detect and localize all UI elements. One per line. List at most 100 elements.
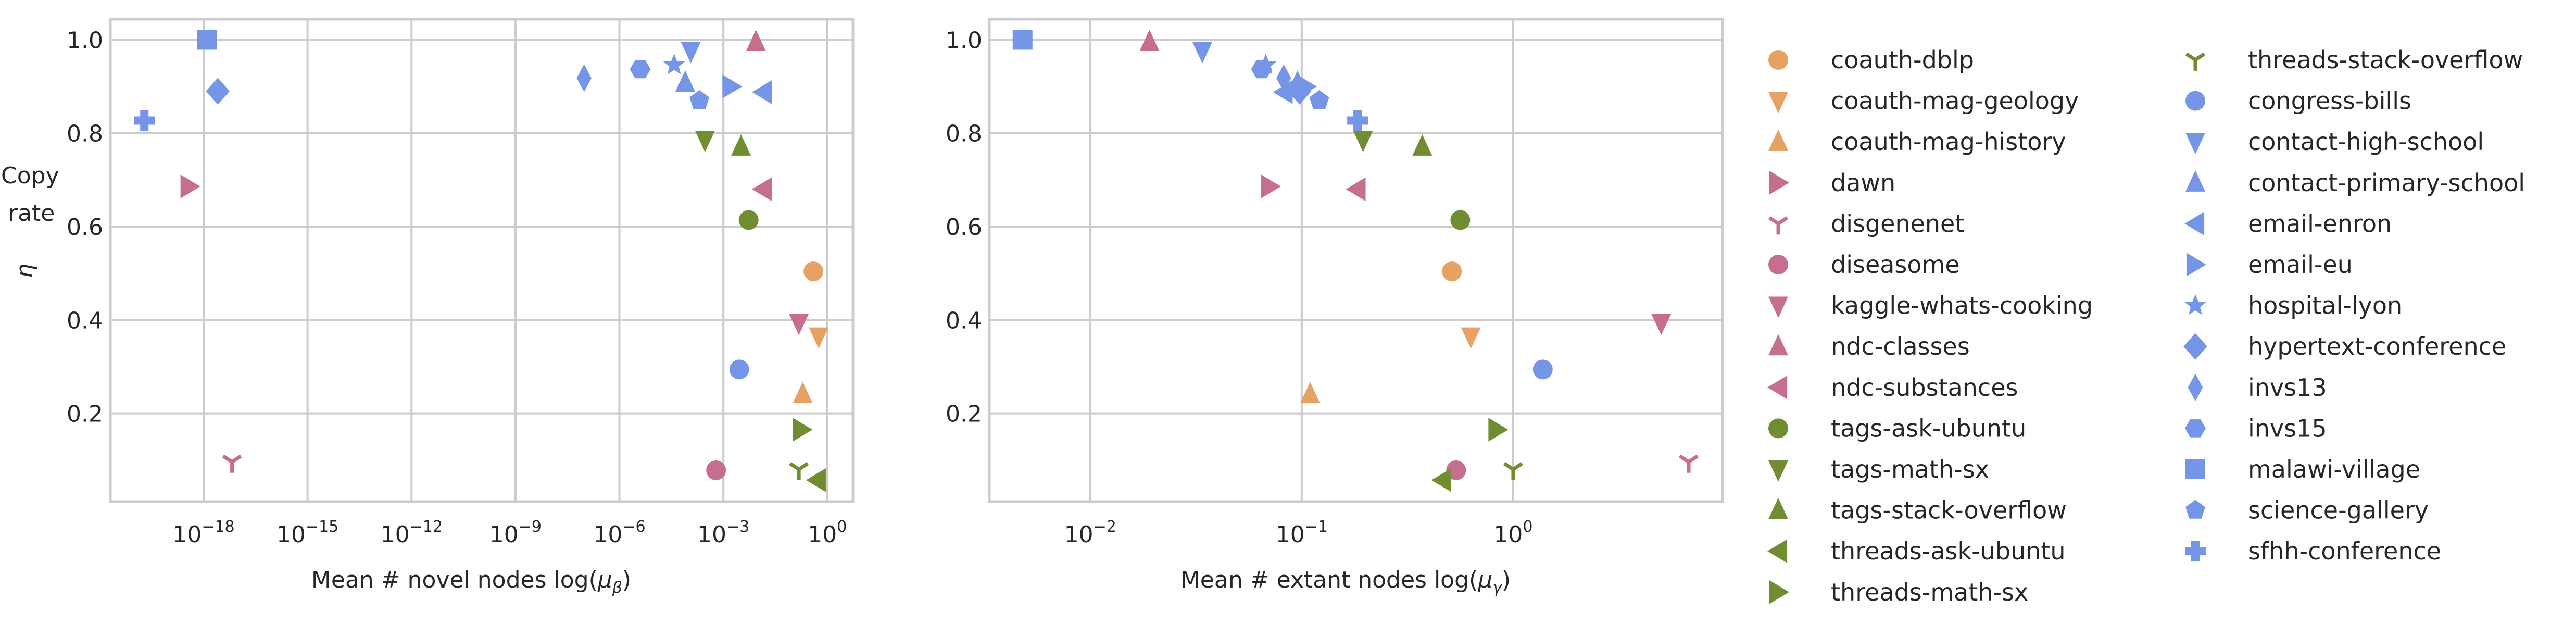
legend-item: tags-stack-overflow	[1768, 496, 2067, 524]
legend-label: congress-bills	[2248, 87, 2411, 115]
data-point-coauth-mag-geology	[809, 327, 829, 349]
x-tick-label: 10−6	[593, 518, 645, 548]
legend-label: email-eu	[2248, 251, 2353, 279]
marker-stroke	[1768, 216, 1779, 226]
marker-stroke	[2194, 52, 2206, 61]
data-point-email-enron	[752, 80, 772, 104]
x-tick-exponent: −2	[1094, 518, 1116, 536]
legend-item: coauth-mag-geology	[1768, 87, 2079, 115]
data-point-tags-math-sx	[695, 131, 715, 153]
left-scatter-plot: 10−18 10−15 10−12 10−9 10−6 10−3 1000.20.40.60…	[1, 18, 855, 597]
x-tick-label: 100	[808, 518, 847, 548]
x-label-subscript: γ	[1492, 579, 1503, 597]
marker-stroke	[1678, 454, 1690, 464]
legend-item: contact-primary-school	[2185, 169, 2525, 197]
y-tick-label: 0.2	[946, 401, 982, 428]
x-label-mu: μ	[1477, 567, 1492, 593]
legend-marker-tags-math-sx	[1768, 460, 1788, 482]
legend-marker-dawn	[1769, 171, 1789, 195]
legend-marker-hypertext-conference	[2183, 333, 2207, 360]
data-point-kaggle-whats-cooking	[789, 314, 809, 335]
marker-stroke	[1512, 461, 1523, 471]
legend-label: invs15	[2248, 414, 2327, 442]
data-point-threads-math-sx	[1488, 418, 1509, 442]
x-label-close: )	[622, 567, 631, 593]
data-point-tags-ask-ubuntu	[1450, 210, 1471, 230]
x-tick-base: 10	[381, 521, 410, 548]
x-tick-exponent: −3	[726, 518, 749, 536]
x-tick-base: 10	[1064, 521, 1094, 548]
legend-marker-ndc-substances	[1767, 376, 1788, 399]
legend-item: science-gallery	[2185, 496, 2429, 524]
legend-label: ndc-classes	[1831, 332, 1970, 360]
data-point-email-enron	[1273, 80, 1293, 104]
data-point-congress-bills	[729, 359, 749, 380]
legend-label: dawn	[1831, 169, 1895, 197]
x-tick-exponent: −15	[306, 518, 338, 536]
y-axis-label-line: rate	[8, 200, 55, 227]
y-tick-label: 0.8	[67, 121, 103, 147]
data-point-coauth-mag-history	[793, 382, 813, 403]
legend-item: tags-ask-ubuntu	[1768, 414, 2026, 442]
legend-label: malawi-village	[2248, 455, 2420, 483]
legend-item: invs13	[2188, 373, 2327, 402]
legend-label: hospital-lyon	[2248, 292, 2402, 320]
legend-marker-contact-primary-school	[2185, 170, 2205, 192]
legend-marker-sfhh-conference	[2185, 541, 2206, 562]
data-point-email-eu	[722, 74, 743, 98]
y-tick-label: 0.4	[946, 307, 982, 334]
marker-stroke	[231, 454, 242, 464]
data-point-diseasome	[706, 460, 726, 480]
legend-marker-hospital-lyon	[2184, 294, 2206, 315]
data-point-invs13	[1276, 64, 1291, 92]
data-point-ndc-classes	[1139, 30, 1160, 52]
legend-marker-diseasome	[1768, 255, 1788, 274]
data-point-disgenenet	[1678, 454, 1699, 473]
data-point-ndc-substances	[1346, 177, 1366, 202]
y-tick-label: 0.2	[67, 401, 103, 428]
legend-label: coauth-mag-history	[1831, 128, 2066, 156]
data-point-threads-ask-ubuntu	[806, 468, 826, 492]
marker-stroke	[1503, 461, 1514, 471]
marker-stroke	[789, 461, 800, 471]
legend-item: diseasome	[1768, 251, 1960, 279]
data-point-hypertext-conference	[206, 78, 230, 105]
legend-label: hypertext-conference	[2248, 332, 2506, 360]
legend-marker-threads-math-sx	[1769, 580, 1789, 604]
legend-marker-coauth-mag-geology	[1768, 92, 1788, 114]
legend-item: disgenenet	[1768, 209, 1964, 238]
legend-label: tags-ask-ubuntu	[1831, 414, 2026, 442]
data-point-contact-high-school	[1192, 42, 1212, 64]
legend-marker-ndc-classes	[1768, 334, 1788, 356]
x-label-text: Mean # extant nodes log(	[1180, 567, 1478, 593]
data-point-coauth-dblp	[803, 261, 824, 282]
legend-item: kaggle-whats-cooking	[1768, 292, 2093, 320]
legend-marker-threads-stack-overflow	[2185, 52, 2206, 71]
legend-item: coauth-mag-history	[1768, 128, 2066, 156]
legend-marker-science-gallery	[2185, 499, 2205, 519]
legend-label: tags-stack-overflow	[1831, 496, 2067, 524]
marker-stroke	[1688, 454, 1699, 464]
legend-item: threads-stack-overflow	[2185, 46, 2523, 74]
x-label-subscript: β	[612, 579, 622, 597]
data-point-malawi-village	[1012, 30, 1033, 50]
legend-marker-contact-high-school	[2185, 133, 2205, 154]
data-point-ndc-classes	[746, 30, 766, 52]
y-axis-symbol: η	[11, 264, 38, 278]
legend: coauth-dblp coauth-mag-geology coauth-mag-…	[1767, 46, 2525, 606]
x-tick-label: 10−3	[697, 518, 749, 548]
legend-marker-threads-ask-ubuntu	[1767, 539, 1788, 563]
data-point-kaggle-whats-cooking	[1651, 314, 1672, 335]
legend-marker-kaggle-whats-cooking	[1768, 296, 1788, 318]
x-axis-label: Mean # novel nodes log(μβ)	[311, 567, 631, 597]
data-point-ndc-substances	[752, 177, 772, 202]
y-axis-label-line: Copy	[1, 163, 59, 189]
x-label-text: Mean # novel nodes log(	[311, 567, 598, 593]
x-tick-base: 10	[277, 521, 306, 548]
legend-marker-invs15	[2185, 419, 2206, 438]
x-tick-label: 10−12	[381, 518, 443, 548]
legend-marker-invs13	[2188, 373, 2203, 402]
x-tick-label: 10−15	[277, 518, 338, 548]
legend-marker-email-enron	[2184, 211, 2205, 236]
